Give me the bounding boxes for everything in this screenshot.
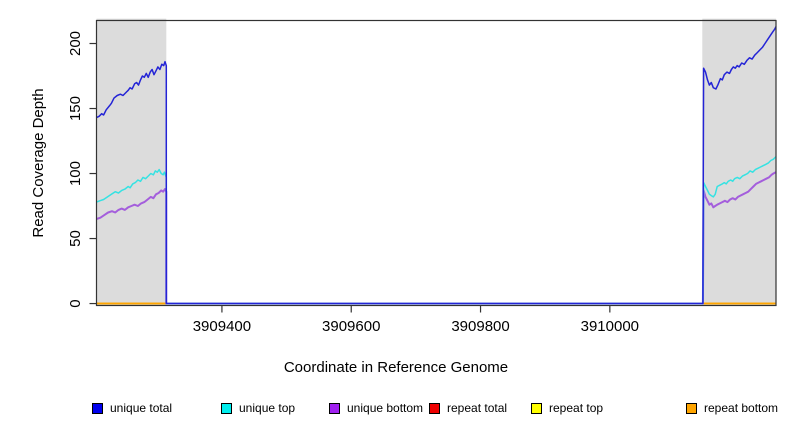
legend-swatch-repeat-top	[531, 402, 542, 414]
y-tick-label: 0	[67, 299, 84, 307]
legend-label: unique total	[110, 401, 173, 415]
legend-swatch-unique-total	[92, 402, 103, 414]
x-axis-title: Coordinate in Reference Genome	[283, 359, 509, 376]
legend-swatch-unique-top	[221, 402, 232, 414]
legend-swatch-unique-bottom	[329, 402, 340, 414]
legend-label: repeat bottom	[704, 401, 779, 415]
legend-label: unique bottom	[347, 401, 424, 415]
shaded-region	[96, 18, 167, 306]
y-tick-label: 50	[67, 230, 84, 247]
x-tick-label: 3909600	[322, 318, 380, 335]
legend-label: repeat top	[549, 401, 604, 415]
legend-label: unique top	[239, 401, 296, 415]
legend-item-repeat-top: repeat top	[531, 401, 603, 415]
series-line-unique-bottom	[96, 171, 777, 305]
y-tick-label: 200	[67, 31, 84, 56]
legend-item-unique-top: unique top	[221, 401, 295, 415]
shaded-region	[702, 18, 776, 306]
x-tick-label: 3909800	[451, 318, 509, 335]
legend-item-repeat-total: repeat total	[429, 401, 507, 415]
series-line-unique-top	[96, 156, 777, 305]
y-tick-label: 100	[67, 161, 84, 186]
x-tick-label: 3909400	[193, 318, 251, 335]
legend-item-unique-bottom: unique bottom	[329, 401, 423, 415]
series-line-unique-total	[96, 26, 777, 305]
legend-label: repeat total	[447, 401, 508, 415]
y-tick-label: 150	[67, 96, 84, 121]
y-axis-title: Read Coverage Depth	[30, 88, 47, 238]
plot-border	[95, 19, 777, 307]
legend-swatch-repeat-total	[429, 402, 440, 414]
legend-item-repeat-bottom: repeat bottom	[686, 401, 778, 415]
x-tick-label: 3910000	[581, 318, 639, 335]
coverage-plot-canvas: 3909400 3909600 3909800 3910000 0 50 100 150 200	[67, 18, 777, 335]
legend-swatch-repeat-bottom	[686, 402, 697, 414]
legend-item-unique-total: unique total	[92, 401, 172, 415]
